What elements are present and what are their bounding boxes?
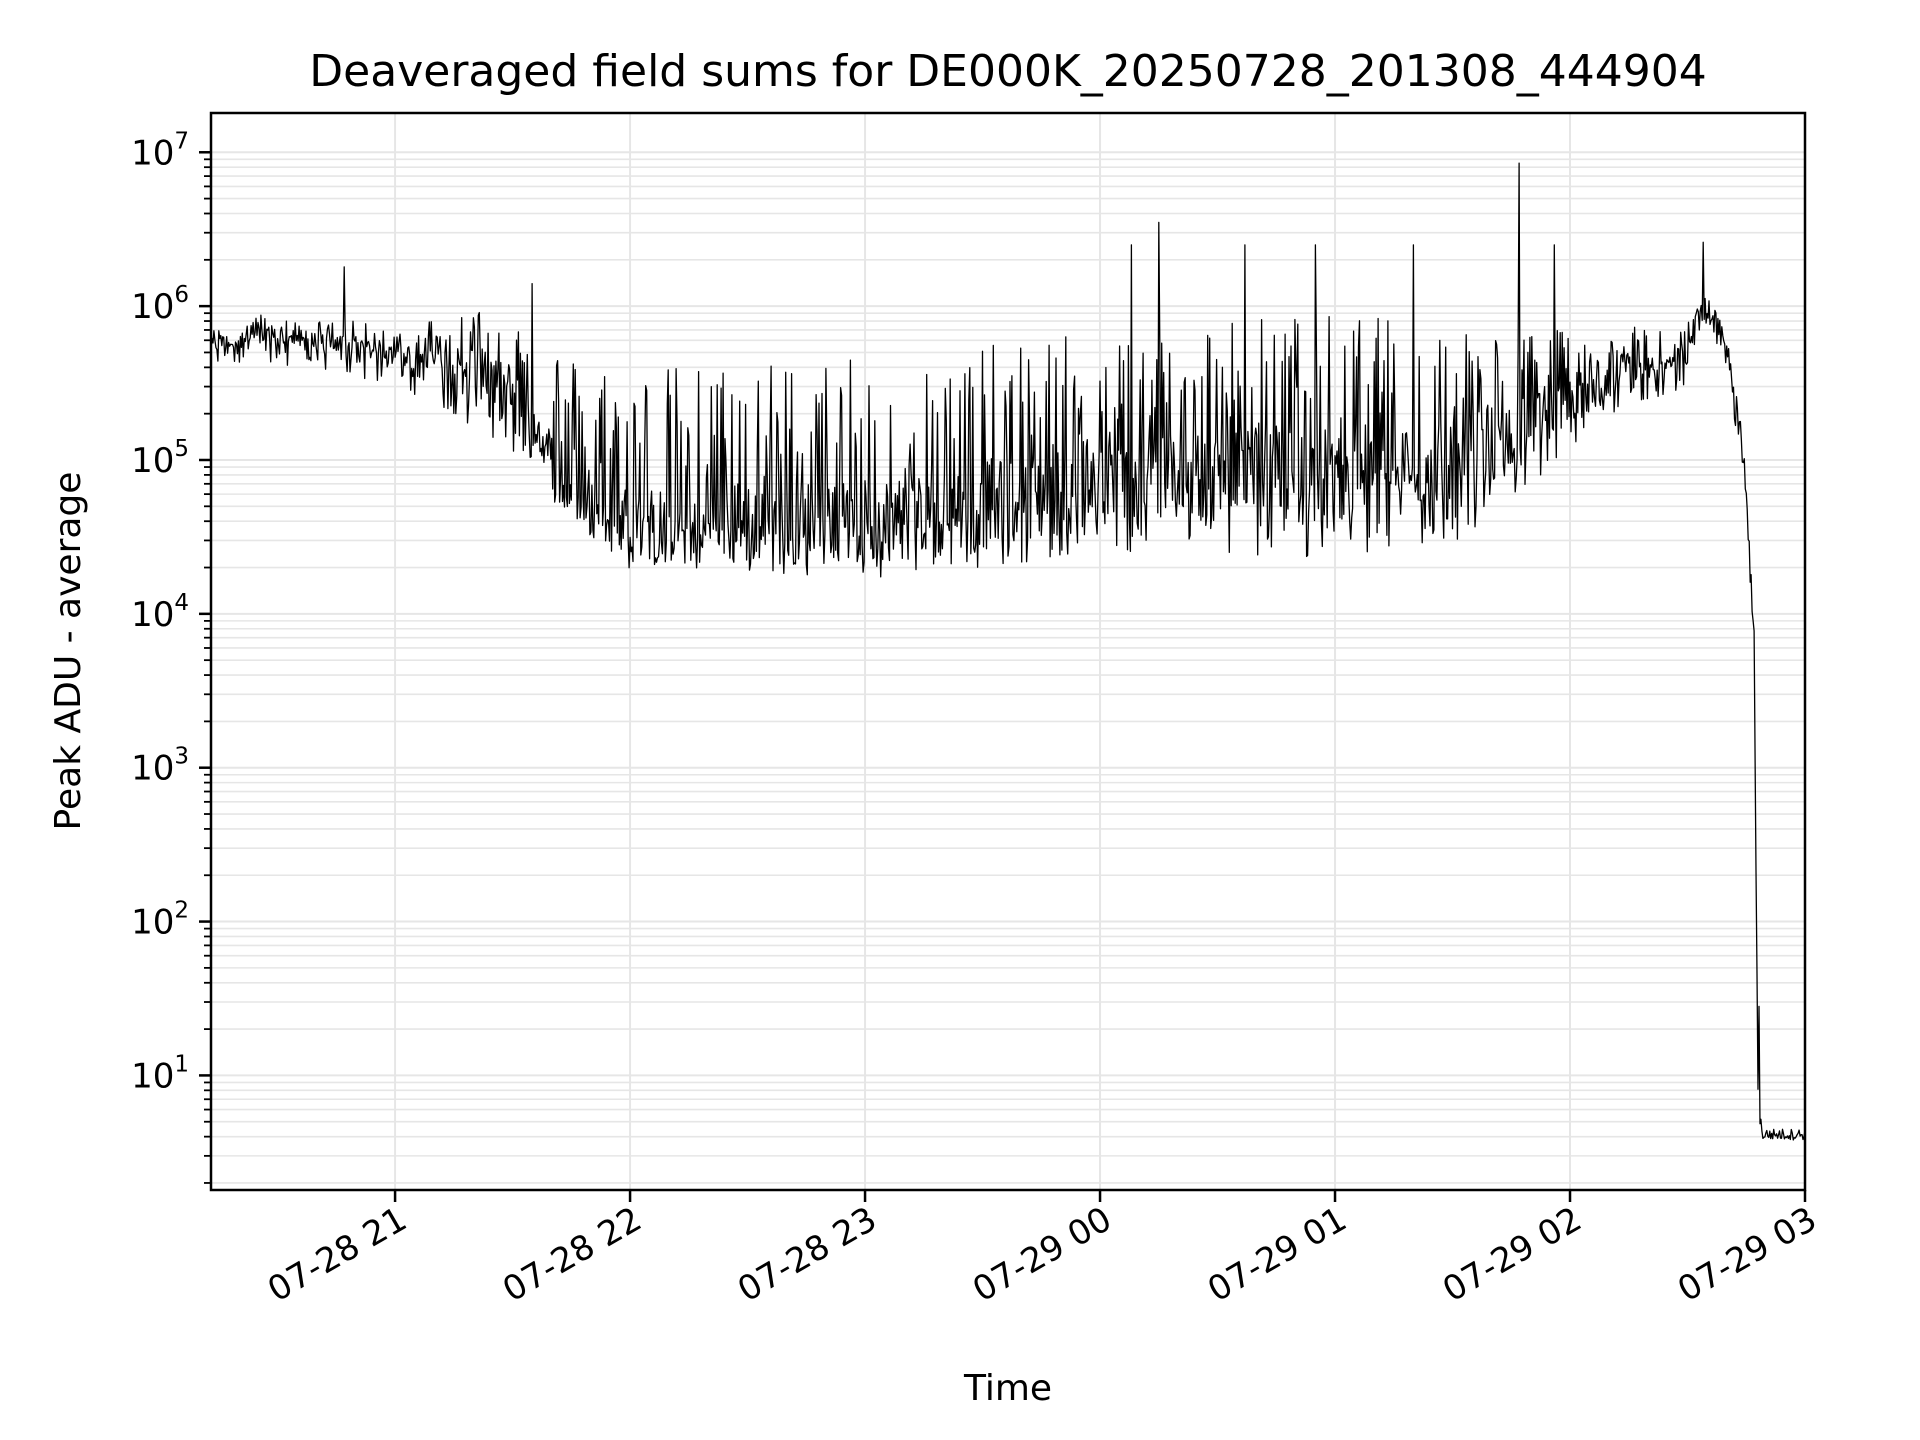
y-tick-label: 104 [131, 590, 189, 635]
y-tick-label: 103 [131, 744, 189, 789]
grid [211, 113, 1806, 1190]
y-axis: 101 102 103 104 105 106 107 [131, 128, 211, 1184]
y-axis-label: Peak ADU - average [48, 472, 89, 831]
chart-title: Deaveraged field sums for DE000K_2025072… [309, 46, 1706, 97]
series-line [210, 162, 1806, 1141]
series-line-layer [210, 162, 1806, 1141]
y-tick-label: 101 [131, 1051, 189, 1096]
plot-area-frame [209, 111, 1807, 1192]
x-axis-label: Time [963, 1368, 1052, 1409]
y-tick-label: 105 [131, 436, 189, 481]
y-tick-label: 107 [131, 128, 189, 173]
y-tick-label: 102 [131, 898, 189, 943]
y-tick-label: 106 [131, 282, 189, 327]
